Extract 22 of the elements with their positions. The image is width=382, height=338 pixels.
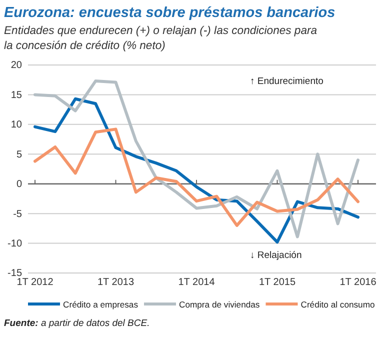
x-tick-label: 1T 2014	[178, 277, 216, 288]
y-tick-label: 20	[10, 60, 22, 72]
annotation: ↑ Endurecimiento	[250, 76, 324, 88]
line-series	[34, 128, 360, 227]
x-tick-label: 1T 2013	[97, 277, 134, 288]
y-tick-label: -5	[13, 208, 22, 220]
annotation: ↓ Relajación	[250, 250, 302, 262]
legend-label: Crédito a empresas	[63, 300, 138, 310]
y-tick-label: 0	[16, 179, 22, 190]
source-note: Fuente: a partir de datos del BCE.	[4, 318, 150, 329]
legend-label: Crédito al consumo	[300, 300, 375, 310]
y-tick-label: -10	[8, 238, 22, 250]
y-tick-label: -15	[8, 268, 22, 280]
chart-subtitle: Entidades que endurecen (+) o relajan (-) las condiciones para la concesión de crédito (% neto)	[4, 25, 318, 52]
x-tick-label: 1T 2016	[340, 277, 377, 288]
legend-label: Compra de viviendas	[179, 300, 260, 310]
x-tick-label: 1T 2015	[258, 277, 296, 288]
y-tick-label: 15	[10, 90, 22, 101]
y-tick-label: 10	[10, 120, 22, 131]
y-tick-label: 5	[16, 149, 22, 160]
chart-title: Eurozona: encuesta sobre préstamos bancarios	[4, 5, 336, 21]
x-tick-label: 1T 2012	[16, 277, 54, 288]
